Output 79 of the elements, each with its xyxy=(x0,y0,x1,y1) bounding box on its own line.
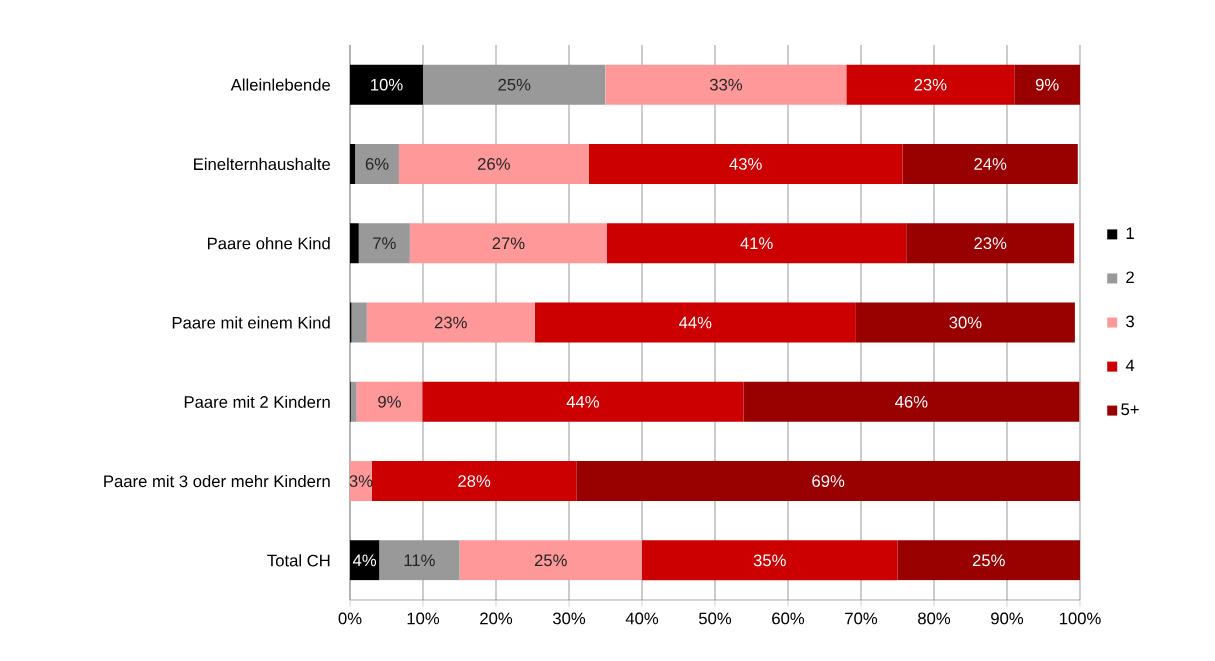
data-label: 44% xyxy=(679,316,712,329)
data-label: 35% xyxy=(753,554,786,567)
legend-label: 3 xyxy=(1126,315,1134,328)
bar xyxy=(358,223,410,264)
x-tick-label: 90% xyxy=(991,612,1024,625)
data-label: 7% xyxy=(373,237,396,250)
bar xyxy=(356,381,423,422)
data-label: 23% xyxy=(434,316,467,329)
legend-label: 4 xyxy=(1125,359,1135,372)
data-label: 10% xyxy=(371,78,403,91)
data-label: 25% xyxy=(498,78,531,91)
bar xyxy=(350,223,359,264)
y-tick-label: Paare mit 2 Kindern xyxy=(184,395,330,408)
bar xyxy=(355,143,399,184)
bar xyxy=(846,64,1015,105)
bar xyxy=(350,64,423,105)
bar xyxy=(588,143,903,184)
x-tick-label: 70% xyxy=(845,612,878,625)
bar xyxy=(534,302,856,343)
data-label: 33% xyxy=(709,78,743,91)
bar xyxy=(350,540,380,581)
data-label: 9% xyxy=(1035,78,1059,91)
x-tick-label: 50% xyxy=(699,612,732,625)
data-label: 30% xyxy=(949,316,982,329)
data-label: 6% xyxy=(365,158,389,170)
data-label: 26% xyxy=(477,158,510,170)
data-label: 25% xyxy=(972,554,1005,567)
bar xyxy=(350,143,356,184)
data-label: 24% xyxy=(974,158,1007,170)
y-tick-label: Total CH xyxy=(267,554,330,567)
bar xyxy=(605,64,847,105)
x-tick-label: 40% xyxy=(625,612,659,625)
bar xyxy=(371,461,577,502)
x-tick-label: 100% xyxy=(1059,612,1101,625)
data-label: 25% xyxy=(534,554,567,567)
y-tick-label: Alleinlebende xyxy=(230,78,331,91)
y-tick-label: Paare mit einem Kind xyxy=(172,316,330,329)
legend-label: 2 xyxy=(1126,271,1134,284)
bar xyxy=(350,381,357,422)
bar xyxy=(1014,64,1080,105)
legend-label: 5+ xyxy=(1121,403,1139,416)
data-label: 69% xyxy=(812,475,845,487)
x-tick-label: 20% xyxy=(480,612,513,625)
bar xyxy=(423,64,606,105)
y-tick-label: Paare ohne Kind xyxy=(207,237,330,250)
bar xyxy=(902,143,1078,184)
data-label: 46% xyxy=(895,395,928,408)
data-label: 28% xyxy=(458,475,491,487)
bar xyxy=(576,461,1080,502)
bar xyxy=(409,223,607,264)
bar xyxy=(642,540,898,581)
x-tick-label: 0% xyxy=(338,612,362,625)
x-tick-label: 80% xyxy=(918,612,951,625)
x-tick-label: 60% xyxy=(772,612,805,625)
data-label: 9% xyxy=(378,395,401,408)
data-label: 23% xyxy=(914,78,947,91)
legend-label: 1 xyxy=(1126,227,1134,239)
data-label: 11% xyxy=(404,554,435,567)
x-tick-label: 10% xyxy=(407,612,440,625)
bar xyxy=(398,143,589,184)
bar xyxy=(459,540,642,581)
bar xyxy=(379,540,460,581)
bar xyxy=(906,223,1075,264)
data-label: 27% xyxy=(492,237,525,250)
bar xyxy=(366,302,535,343)
bar xyxy=(422,381,744,422)
bar xyxy=(606,223,907,264)
y-tick-label: Einelternhaushalte xyxy=(194,157,331,171)
x-tick-label: 30% xyxy=(552,612,586,625)
data-label: 4% xyxy=(352,554,377,567)
y-tick-label: Paare mit 3 oder mehr Kindern xyxy=(104,474,330,488)
bar xyxy=(897,540,1080,581)
data-label: 44% xyxy=(566,395,599,408)
data-label: 43% xyxy=(729,158,762,170)
data-label: 41% xyxy=(740,237,773,250)
bar xyxy=(855,302,1075,343)
bar xyxy=(743,381,1080,422)
bar xyxy=(351,302,367,343)
data-label: 23% xyxy=(974,237,1007,250)
